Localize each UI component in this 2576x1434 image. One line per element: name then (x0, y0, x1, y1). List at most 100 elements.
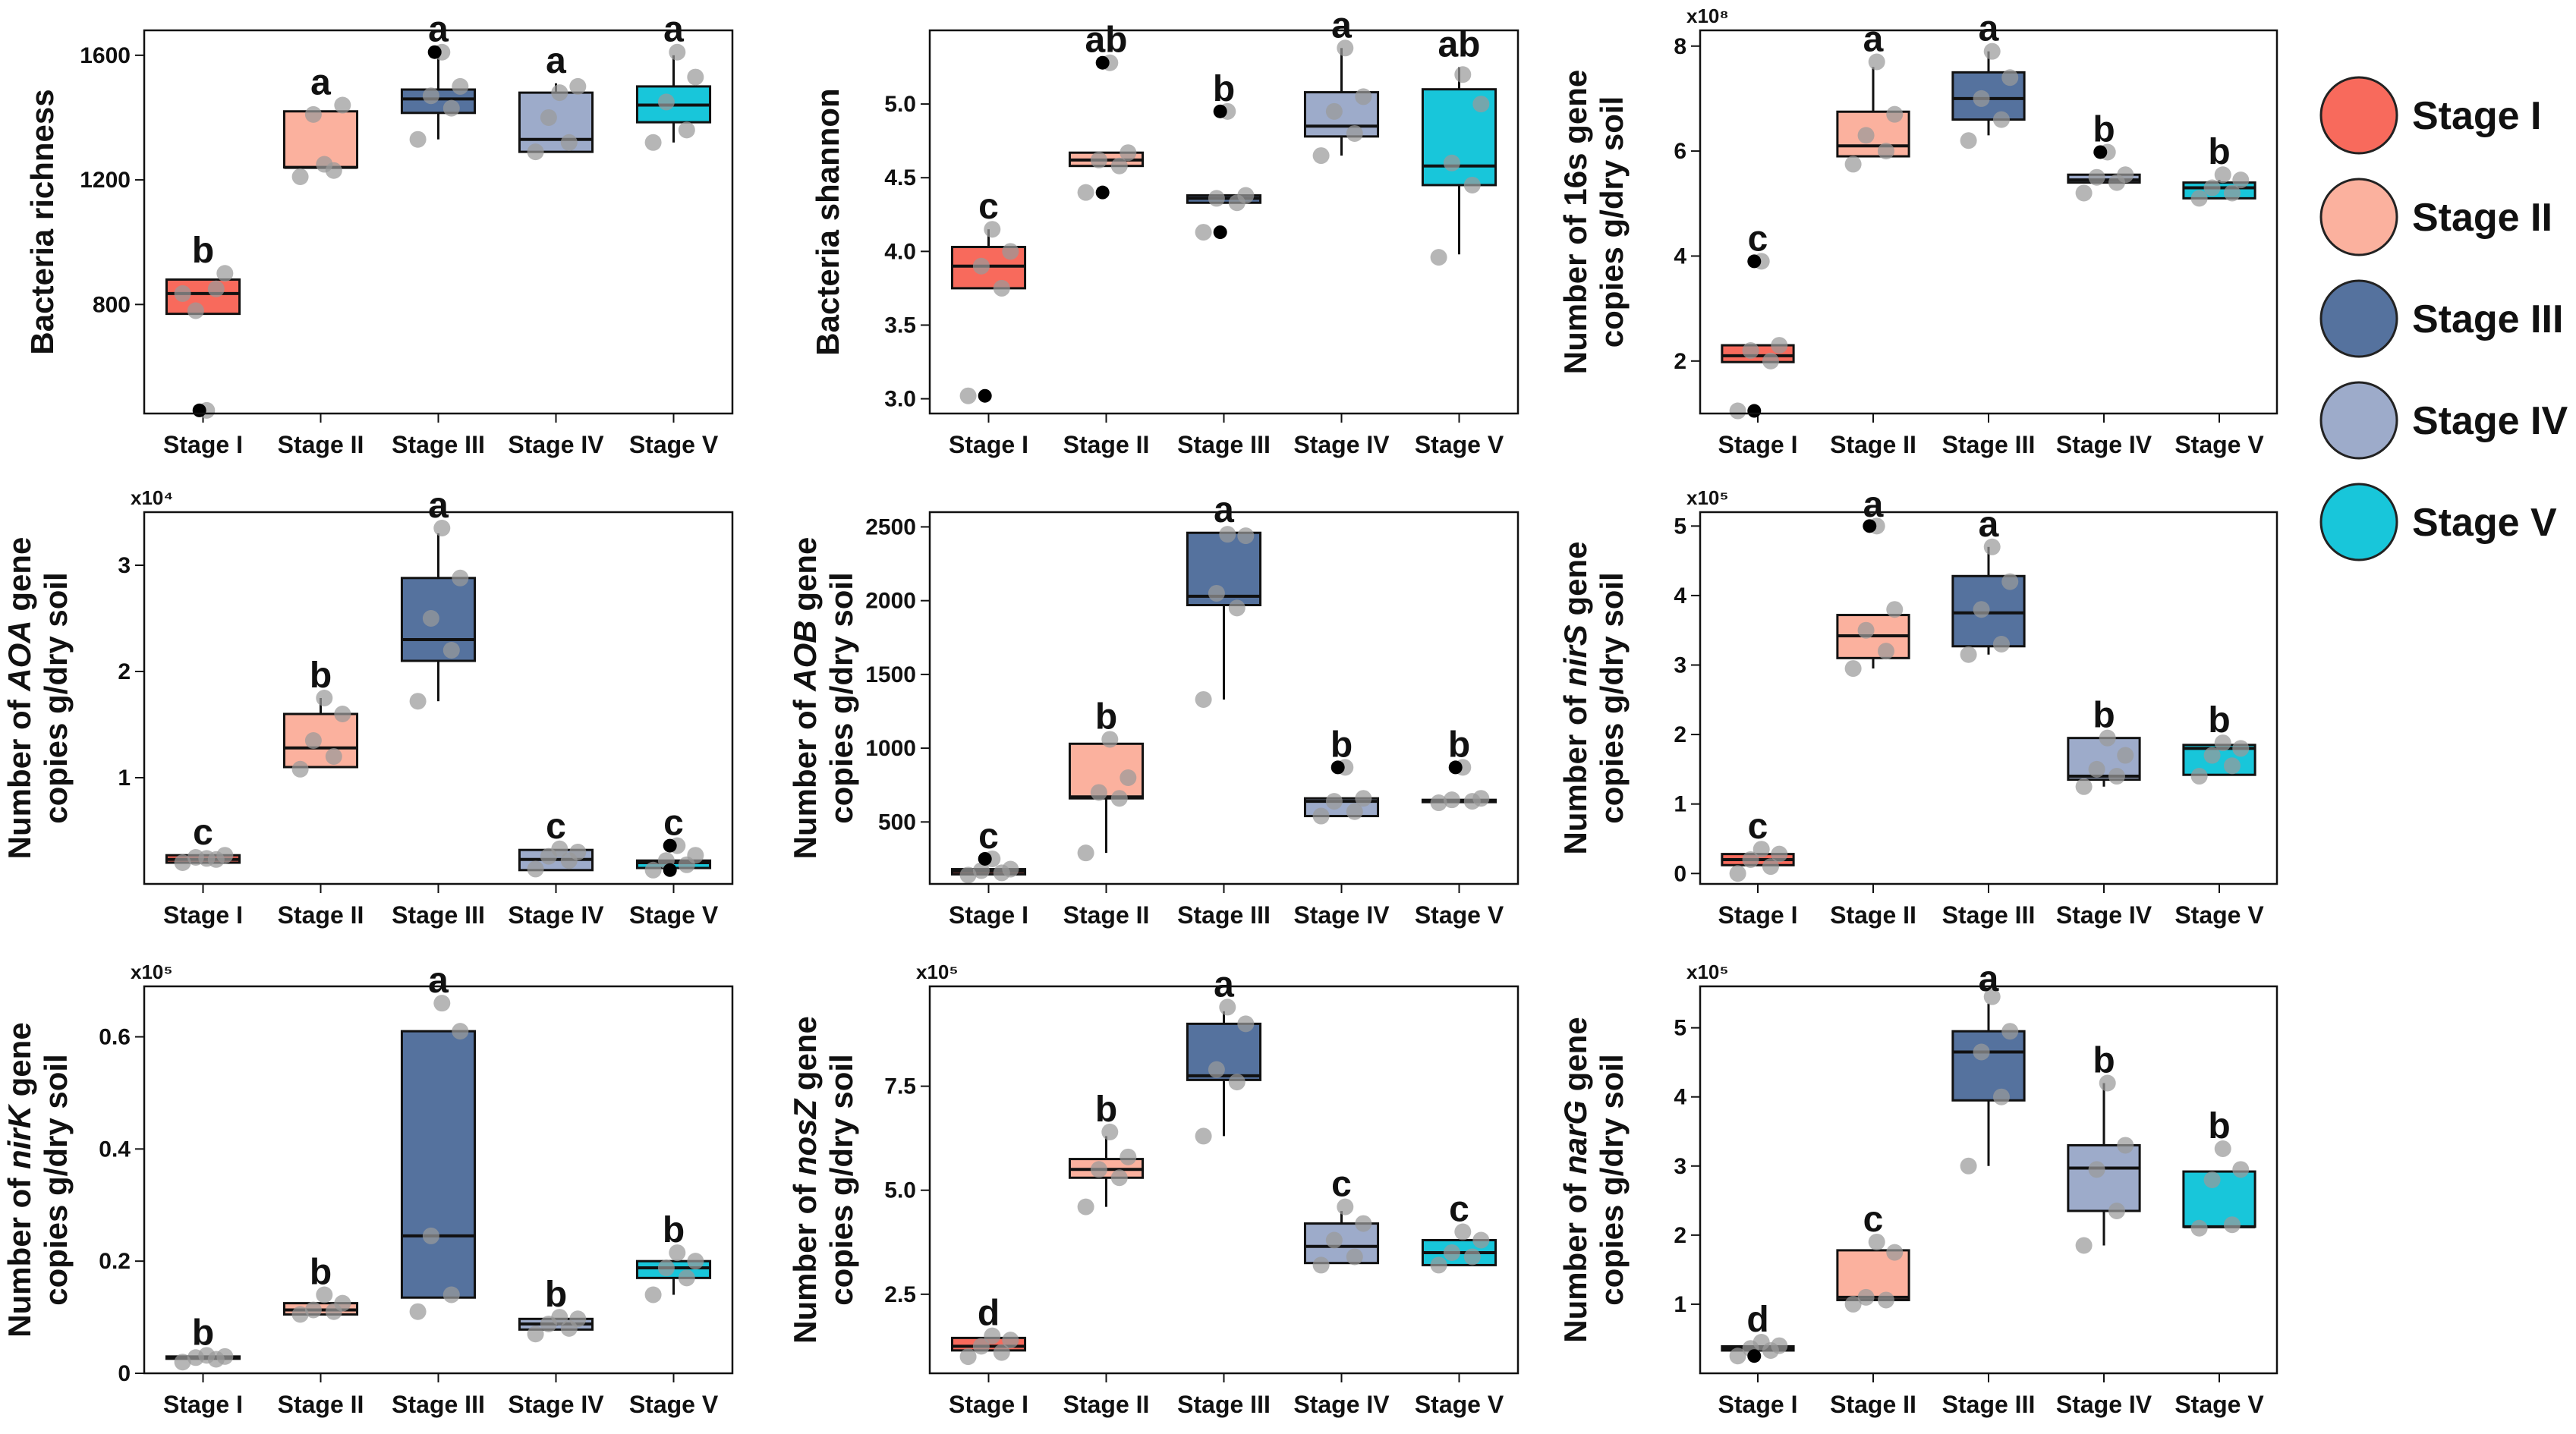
box-3 (400, 1030, 477, 1299)
outlier-point (427, 45, 442, 59)
data-point (2075, 1237, 2093, 1254)
data-point (1742, 851, 1759, 868)
data-point (291, 1306, 309, 1323)
data-point (1337, 39, 1354, 57)
outlier-point (1331, 760, 1345, 775)
data-point (291, 760, 309, 778)
data-point (1346, 1248, 1363, 1266)
x-tick-label: Stage III (392, 901, 485, 929)
data-point (1992, 1088, 2010, 1105)
outlier-point (663, 838, 677, 853)
x-tick-label: Stage V (2174, 1391, 2264, 1418)
data-point (1729, 1348, 1746, 1365)
data-point (687, 68, 704, 86)
data-point (2075, 184, 2093, 202)
data-point (316, 690, 333, 706)
data-point (1101, 731, 1119, 748)
data-point (527, 860, 544, 878)
significance-letter: a (546, 41, 566, 81)
data-point (452, 569, 469, 586)
data-point (2214, 1140, 2231, 1158)
data-point (1346, 803, 1363, 820)
x-tick-label: Stage IV (508, 901, 604, 929)
data-point (1877, 643, 1894, 660)
significance-letter: b (1095, 1090, 1117, 1130)
legend-item-3: Stage III (2319, 279, 2563, 358)
y-tick-label: 1 (1674, 792, 1686, 817)
data-point (1208, 1061, 1225, 1078)
data-point (1960, 1157, 1977, 1175)
data-point (334, 1294, 351, 1312)
x-tick-label: Stage IV (1293, 1391, 1390, 1418)
y-tick-label: 2 (1674, 1223, 1686, 1248)
y-tick-label: 3 (1674, 1154, 1686, 1179)
data-point (1443, 154, 1460, 171)
box-3 (1186, 531, 1262, 700)
data-point (1195, 690, 1212, 708)
y-axis-title: Number of nirS gene (1557, 541, 1593, 854)
outlier-point (2093, 145, 2108, 159)
data-point (1973, 90, 1990, 107)
data-point (1973, 1043, 1990, 1061)
y-tick-label: 4 (1674, 1085, 1686, 1110)
data-point (433, 520, 451, 536)
significance-letter: b (1095, 697, 1117, 737)
x-tick-label: Stage II (1830, 901, 1916, 929)
data-point (334, 96, 351, 114)
data-point (1325, 1231, 1343, 1249)
legend-swatch (2319, 381, 2398, 460)
legend-swatch (2319, 178, 2398, 256)
data-point (1208, 190, 1225, 207)
y-tick-label: 1200 (80, 168, 131, 193)
significance-letter: a (428, 486, 449, 526)
outlier-point (1095, 185, 1110, 200)
significance-letter: a (1979, 9, 1999, 49)
legend-label: Stage I (2412, 94, 2542, 138)
data-point (442, 99, 460, 117)
x-tick-label: Stage I (163, 1391, 243, 1418)
data-point (669, 1244, 686, 1262)
panel-shannon: 3.0 3.5 4.0 4.5 5.0 Stage I Stage II Stage III S… (810, 5, 1519, 458)
data-point (1237, 527, 1255, 545)
data-point (216, 265, 234, 282)
data-point (1120, 144, 1137, 162)
outlier-point (978, 388, 992, 403)
data-point (527, 143, 544, 161)
legend-label: Stage IV (2412, 399, 2568, 443)
data-point (1992, 111, 2010, 128)
y-tick-label: 0 (1674, 861, 1686, 886)
data-point (1762, 352, 1779, 370)
significance-letter: a (1979, 505, 1999, 545)
data-point (334, 706, 351, 722)
x-tick-label: Stage III (1177, 431, 1271, 458)
data-point (1992, 636, 2010, 653)
y-tick-label: 6 (1674, 139, 1686, 164)
data-point (1857, 127, 1875, 144)
y-tick-label: 800 (93, 292, 131, 317)
x-tick-label: Stage I (1718, 431, 1798, 458)
data-point (174, 854, 191, 871)
significance-letter: b (2093, 696, 2115, 736)
data-point (1844, 1295, 1862, 1313)
data-point (669, 43, 686, 61)
data-point (2099, 1074, 2116, 1092)
data-point (1325, 793, 1343, 810)
legend-item-4: Stage IV (2319, 381, 2568, 460)
data-point (409, 131, 427, 148)
axis-multiplier: x10⁵ (1686, 486, 1729, 509)
x-tick-label: Stage V (2174, 901, 2264, 929)
data-point (527, 1326, 544, 1343)
axis-multiplier: x10⁵ (1686, 961, 1729, 983)
legend-item-2: Stage II (2319, 178, 2552, 256)
data-point (1110, 790, 1128, 807)
data-point (452, 1023, 469, 1040)
significance-letter: a (1331, 5, 1352, 46)
data-point (187, 302, 204, 319)
data-point (1771, 845, 1788, 863)
data-point (1454, 66, 1472, 83)
y-tick-label: 0.4 (99, 1137, 131, 1162)
significance-letter: c (1748, 219, 1768, 259)
y-axis-title: copies g/dry soil (1594, 1054, 1630, 1305)
y-axis-title: copies g/dry soil (1594, 96, 1630, 347)
